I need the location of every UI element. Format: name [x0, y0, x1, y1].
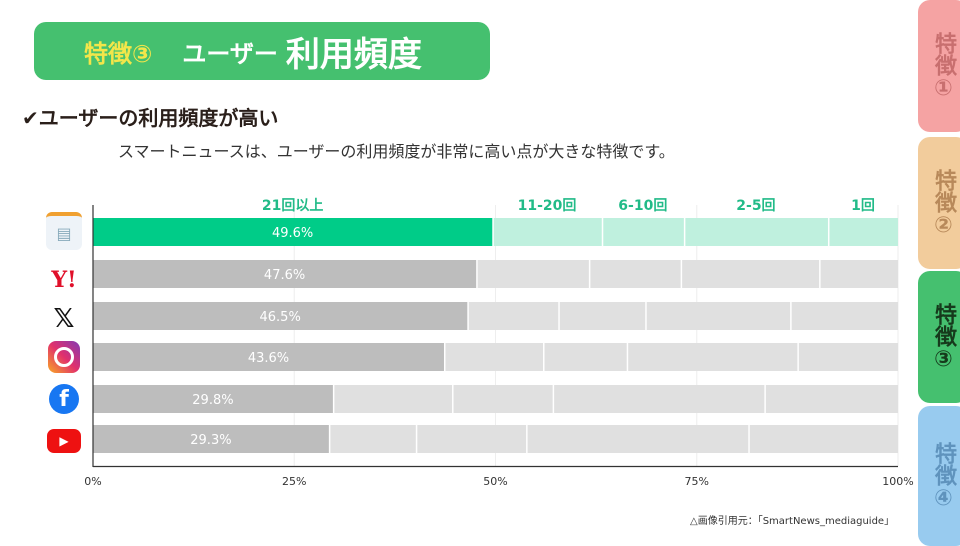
- tab-label: 特徴①: [931, 31, 956, 101]
- bar-segment: [330, 425, 416, 453]
- x-tick-label: 0%: [84, 475, 101, 488]
- bar-segment: [765, 385, 898, 413]
- bar-segment: [554, 385, 765, 413]
- bar-segment: [798, 343, 898, 371]
- bar-segment: [791, 302, 898, 330]
- bar-segment: [829, 218, 898, 246]
- legend-label: 6-10回: [618, 198, 667, 214]
- youtube-icon: ▶: [47, 429, 81, 453]
- data-label: 49.6%: [272, 226, 313, 241]
- bar-segment: [682, 260, 820, 288]
- tab-feature-1[interactable]: 特徴①: [918, 0, 960, 132]
- bar-segment: [493, 218, 602, 246]
- bar-segment: [417, 425, 527, 453]
- x-tick-label: 25%: [282, 475, 306, 488]
- x-icon: 𝕏: [53, 304, 75, 334]
- banner-title: 利用頻度: [285, 34, 422, 75]
- bar-segment: [628, 343, 798, 371]
- tab-feature-4[interactable]: 特徴④: [918, 406, 960, 546]
- data-label: 29.8%: [192, 393, 233, 408]
- bar-segment: [685, 218, 828, 246]
- data-label: 47.6%: [264, 268, 305, 283]
- bar-segment: [93, 218, 493, 246]
- data-label: 43.6%: [248, 351, 289, 366]
- bar-segment: [559, 302, 646, 330]
- bar-segment: [477, 260, 589, 288]
- smartnews-icon: ▤: [46, 212, 82, 250]
- bar-segment: [453, 385, 553, 413]
- legend-label: 21回以上: [262, 198, 323, 214]
- data-label: 46.5%: [260, 310, 301, 325]
- bar-segment: [334, 385, 453, 413]
- bar-segment: [93, 343, 444, 371]
- x-tick-label: 75%: [685, 475, 709, 488]
- title-banner: 特徴③ ユーザー 利用頻度: [34, 22, 490, 80]
- bar-segment: [590, 260, 681, 288]
- yahoo-icon: Y!: [51, 267, 77, 293]
- legend-label: 2-5回: [736, 198, 775, 214]
- x-tick-label: 50%: [483, 475, 507, 488]
- banner-label: 特徴③: [84, 39, 153, 68]
- description: スマートニュースは、ユーザーの利用頻度が非常に高い点が大きな特徴です。: [118, 142, 675, 161]
- tab-feature-3[interactable]: 特徴③: [918, 271, 960, 403]
- tab-label: 特徴③: [931, 302, 956, 372]
- facebook-icon: f: [49, 384, 79, 414]
- bar-segment: [93, 385, 333, 413]
- bar-segment: [749, 425, 898, 453]
- x-tick-label: 100%: [882, 475, 913, 488]
- bar-segment: [445, 343, 543, 371]
- bar-segment: [93, 260, 477, 288]
- banner-subtitle: ユーザー: [182, 39, 278, 68]
- bar-segment: [603, 218, 684, 246]
- bar-segment: [646, 302, 791, 330]
- bar-segment: [93, 302, 468, 330]
- tab-label: 特徴④: [931, 441, 956, 511]
- section-heading: ✔ユーザーの利用頻度が高い: [22, 106, 279, 130]
- bar-segment: [544, 343, 627, 371]
- bar-segment: [93, 425, 329, 453]
- bar-segment: [527, 425, 749, 453]
- source-citation: △画像引用元：「SmartNews_mediaguide」: [690, 516, 895, 527]
- legend-label: 11-20回: [518, 198, 577, 214]
- bar-segment: [468, 302, 559, 330]
- legend-label: 1回: [851, 198, 875, 214]
- bar-segment: [820, 260, 898, 288]
- tab-feature-2[interactable]: 特徴②: [918, 137, 960, 269]
- tab-label: 特徴②: [931, 168, 956, 238]
- data-label: 29.3%: [190, 433, 231, 448]
- instagram-icon: [48, 341, 80, 373]
